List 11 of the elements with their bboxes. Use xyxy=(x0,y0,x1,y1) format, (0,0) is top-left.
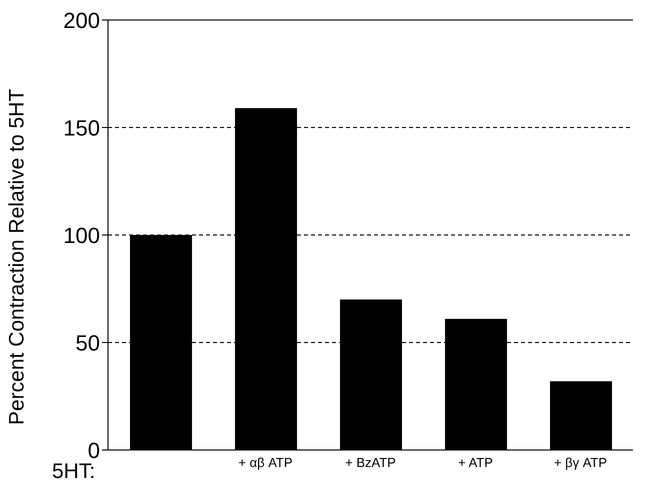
y-tick-label: 200 xyxy=(63,8,100,33)
x-tick-label: + BzATP xyxy=(345,455,396,470)
x-tick-label: + ATP xyxy=(458,455,493,470)
text: 5HT: xyxy=(52,460,96,484)
y-tick-label: 50 xyxy=(76,330,100,356)
y-tick-label: 0 xyxy=(88,438,100,463)
y-tick-label: 100 xyxy=(63,222,100,248)
y-tick-label: 150 xyxy=(63,115,100,140)
y-axis-title: Percent Contraction Relative to 5HT xyxy=(5,88,28,425)
x-tick-label: + βγ ATP xyxy=(554,455,608,470)
x-tick-label: + αβ ATP xyxy=(238,455,293,470)
